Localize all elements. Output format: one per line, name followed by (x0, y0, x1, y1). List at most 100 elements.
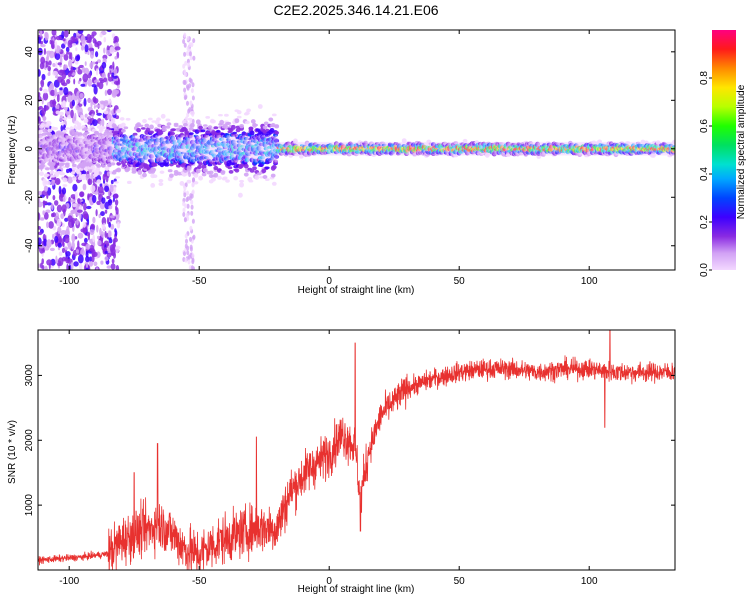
heat-cell (115, 265, 120, 270)
heat-cell (38, 197, 41, 203)
heat-cell (189, 51, 192, 57)
heat-cell (61, 43, 66, 49)
heat-cell (253, 123, 258, 127)
heat-cell (191, 95, 195, 101)
heat-cell (83, 97, 87, 107)
heat-cell (105, 159, 111, 165)
heat-cell (183, 217, 187, 223)
heat-cell (81, 176, 86, 181)
heat-cell (142, 172, 147, 178)
heat-cell (91, 84, 97, 88)
heat-cell (238, 192, 243, 198)
heat-cell (191, 218, 195, 224)
heat-cell (170, 131, 176, 136)
heat-cell (73, 261, 79, 267)
heat-cell (197, 165, 202, 169)
heat-cell (77, 232, 84, 239)
heat-cell (186, 190, 189, 196)
heat-cell (101, 118, 105, 127)
heat-cell (182, 207, 186, 213)
heat-cell (42, 200, 48, 205)
heat-cell (95, 109, 99, 114)
heat-cell (77, 209, 83, 213)
heat-cell (77, 30, 84, 34)
heat-cell (74, 191, 78, 201)
heat-cell (68, 138, 74, 142)
heat-cell (111, 258, 115, 264)
heat-cell (225, 179, 230, 183)
heat-cell (46, 239, 52, 248)
heat-cell (222, 176, 228, 180)
heat-cell (103, 101, 109, 107)
heat-cell (119, 117, 125, 121)
heat-cell (202, 124, 208, 127)
heat-cell (43, 238, 47, 247)
heat-cell (87, 218, 90, 226)
heat-cell (274, 124, 280, 129)
heat-cell (112, 240, 116, 249)
heat-cell (126, 180, 132, 184)
heat-cell (76, 218, 79, 226)
y-tick-label: -20 (24, 190, 35, 205)
heat-cell (114, 56, 118, 60)
heat-cell (44, 265, 48, 270)
heat-cell (96, 82, 100, 87)
heat-cell (126, 146, 132, 152)
x-tick-label: -50 (192, 276, 207, 287)
heat-cell (187, 254, 191, 260)
heat-cell (46, 259, 52, 266)
heat-cell (71, 99, 75, 107)
heat-cell (75, 105, 80, 111)
heat-cell (77, 137, 83, 141)
heat-cell (96, 164, 102, 168)
heat-cell (182, 212, 186, 217)
heat-cell (40, 262, 43, 269)
heat-cell (186, 84, 189, 90)
heat-cell (61, 165, 67, 169)
heat-cell (54, 200, 59, 206)
heat-cell (130, 134, 136, 140)
heat-cell (43, 185, 49, 192)
heat-cell (89, 136, 95, 140)
heat-cell (87, 98, 92, 103)
heat-cell (63, 87, 69, 96)
heat-cell (76, 125, 82, 131)
heat-cell (81, 170, 87, 175)
heat-cell (114, 130, 119, 134)
heat-cell (85, 261, 89, 269)
heat-cell (183, 51, 187, 57)
heat-cell (70, 65, 73, 75)
heat-cell (46, 180, 51, 186)
heat-cell (83, 118, 89, 124)
heat-cell (108, 221, 111, 228)
heat-cell (43, 212, 49, 220)
heat-cell (98, 81, 104, 90)
heat-cell (138, 124, 144, 128)
heat-cell (187, 259, 191, 265)
heat-cell (62, 184, 68, 187)
heat-cell (106, 30, 112, 33)
heat-cell (182, 39, 186, 44)
heat-cell (103, 47, 106, 54)
heat-cell (55, 52, 61, 61)
heat-cell (59, 87, 64, 91)
heat-cell (195, 168, 201, 174)
heat-cell (123, 126, 129, 130)
heat-cell (113, 193, 119, 199)
heat-cell (45, 173, 50, 177)
heat-cell (264, 166, 270, 170)
heat-cell (97, 59, 101, 63)
heat-cell (47, 150, 53, 155)
heat-cell (46, 202, 52, 206)
heat-cell (39, 171, 44, 176)
heat-cell (60, 213, 65, 220)
heat-cell (73, 78, 76, 85)
heat-cell (125, 166, 131, 172)
heat-cell (173, 122, 179, 126)
heat-cell (70, 109, 74, 119)
heat-cell (144, 150, 150, 153)
colorbar-tick-label: 0.2 (699, 215, 710, 229)
heat-cell (129, 151, 135, 157)
x-tick-label: -100 (59, 276, 79, 287)
heat-cell (268, 117, 274, 122)
